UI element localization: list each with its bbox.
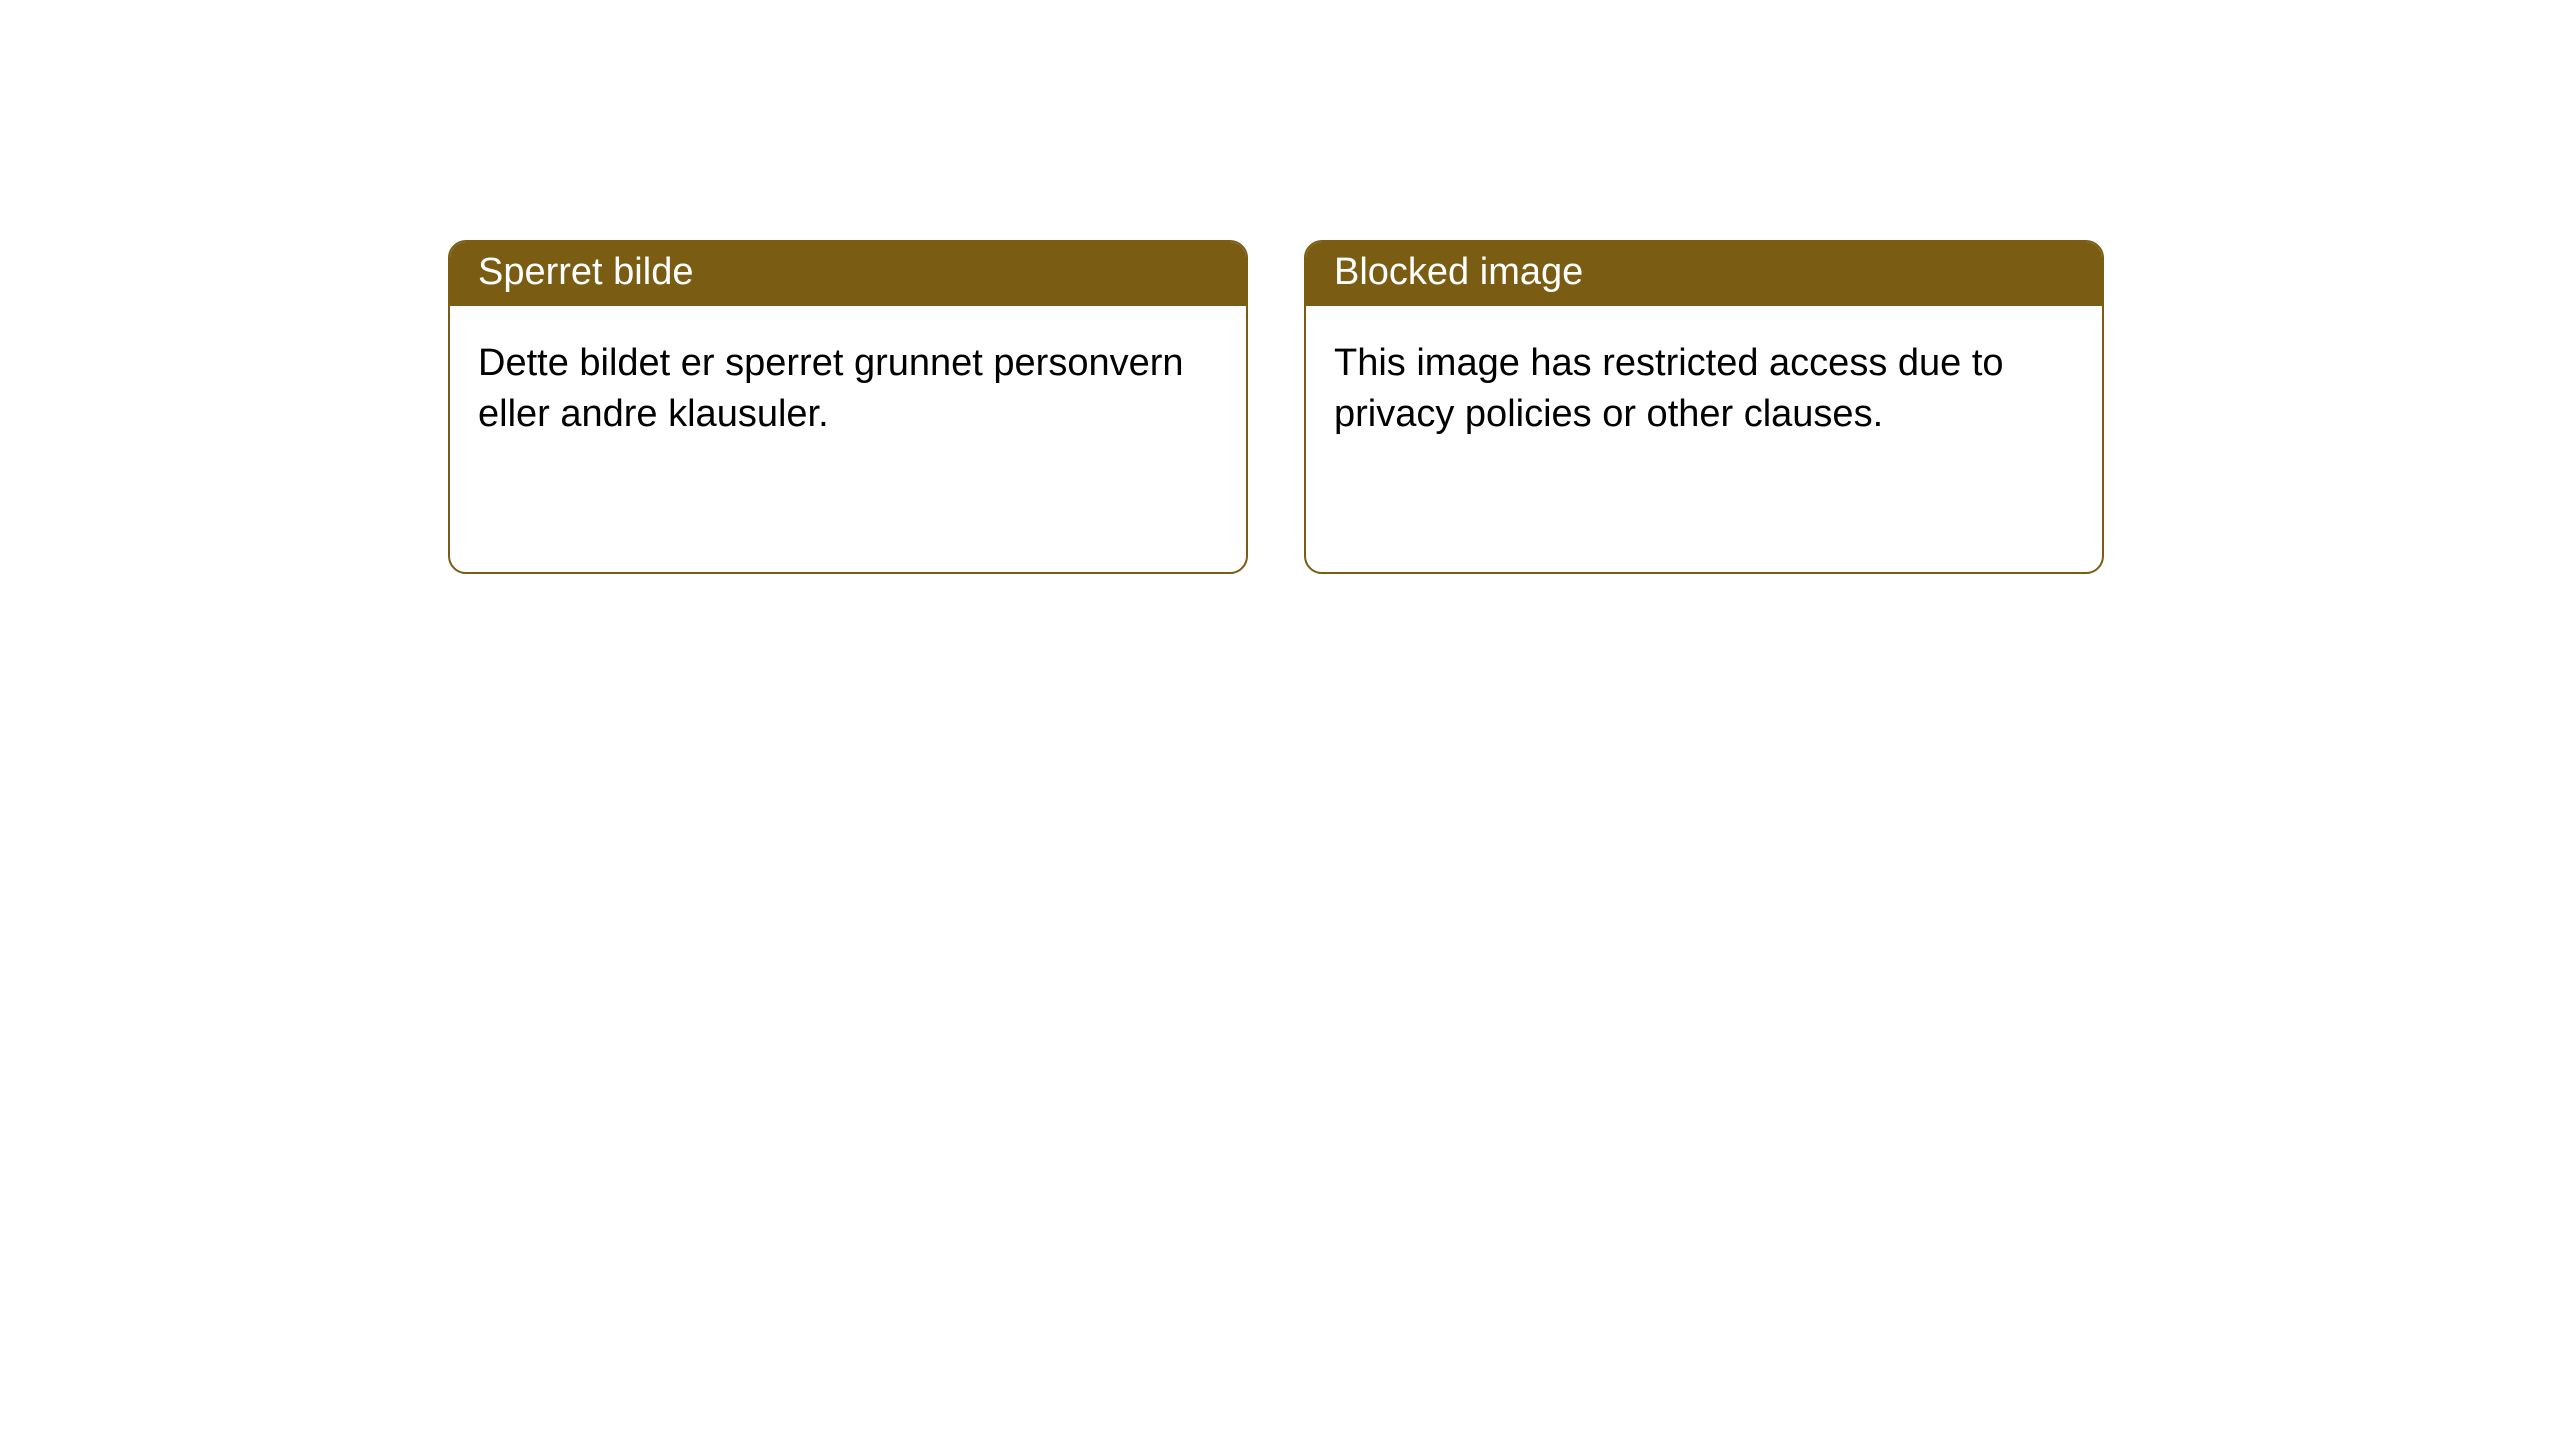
notice-body: Dette bildet er sperret grunnet personve… bbox=[450, 306, 1246, 473]
notice-header: Sperret bilde bbox=[450, 242, 1246, 306]
notice-container: Sperret bilde Dette bildet er sperret gr… bbox=[0, 0, 2560, 574]
notice-card-english: Blocked image This image has restricted … bbox=[1304, 240, 2104, 574]
notice-card-norwegian: Sperret bilde Dette bildet er sperret gr… bbox=[448, 240, 1248, 574]
notice-body: This image has restricted access due to … bbox=[1306, 306, 2102, 473]
notice-header: Blocked image bbox=[1306, 242, 2102, 306]
